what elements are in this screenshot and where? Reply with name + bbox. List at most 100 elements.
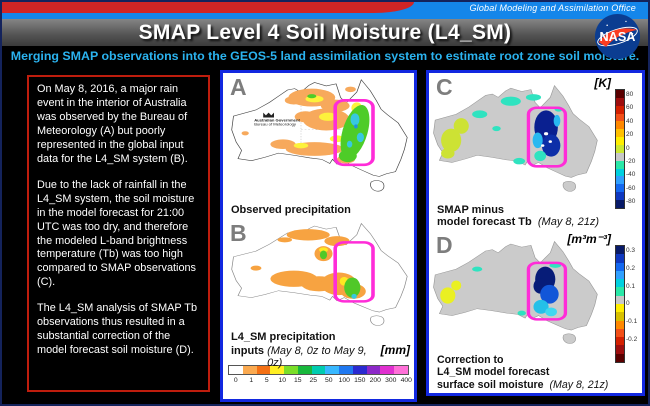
- colorbar-tick-label: -80: [626, 198, 636, 205]
- bom-logo-line2: Bureau of Meteorology: [254, 123, 296, 126]
- note-paragraph-1: On May 8, 2016, a major rain event in th…: [37, 83, 188, 165]
- panel-d-caption-line3: surface soil moisture: [437, 378, 544, 391]
- colorbar-segment: [242, 366, 257, 374]
- colorbar-segment: [616, 145, 624, 153]
- header-red-swoosh: [2, 2, 414, 13]
- colorbar-tick-label: -40: [626, 171, 636, 179]
- colorbar-kelvin-ticks: 80 60 40 20 0 -20 -40 -60 -80: [626, 91, 641, 205]
- precip-blob-blue: [354, 124, 358, 129]
- colorbar-tick-label: 0.3: [626, 247, 636, 254]
- colorbar-tick-label: 0: [626, 300, 630, 308]
- colorbar-segment: [616, 168, 624, 177]
- colorbar-segment: [616, 328, 624, 338]
- colorbar-tick-label: 5: [264, 377, 269, 384]
- panel-b-label: B: [230, 220, 247, 246]
- colorbar-soilmoisture-ticks: 0.3 0.2 0.1 0 -0.1 -0.2: [626, 247, 641, 343]
- colorbar-tick-label: 10: [278, 377, 287, 384]
- panel-d-caption-line2: L4_SM model forecast: [437, 366, 550, 378]
- panel-a-map: Australian Government Bureau of Meteorol…: [231, 79, 408, 192]
- colorbar-segment: [311, 366, 326, 374]
- precip-blobs-cyan: [346, 113, 364, 148]
- panel-a: A: [223, 73, 414, 219]
- sm-blobs-yellow: [440, 280, 462, 304]
- tb-blobs-cyan: [472, 94, 563, 165]
- colorbar-tick-label: 80: [626, 91, 634, 98]
- colorbar-segment: [616, 184, 624, 193]
- panel-a-caption: Observed precipitation: [231, 204, 351, 216]
- colorbar-tick-label: 200: [369, 377, 381, 384]
- note-paragraph-3: The L4_SM analysis of SMAP Tb observatio…: [37, 302, 198, 357]
- title-band: SMAP Level 4 Soil Moisture (L4_SM): [2, 19, 648, 47]
- colorbar-segment: [616, 176, 624, 185]
- colorbar-segment: [616, 279, 624, 288]
- highlight-box: [526, 106, 568, 168]
- colorbar-segment: [616, 246, 624, 255]
- colorbar-segment: [339, 366, 353, 374]
- colorbar-segment: [616, 337, 624, 346]
- colorbar-tick-label: -20: [626, 157, 636, 165]
- panel-b-unit: [mm]: [380, 343, 410, 357]
- colorbar-tick-label: 0: [626, 144, 630, 152]
- colorbar-segment: [616, 295, 624, 304]
- panel-c-caption-line1: SMAP minus: [437, 204, 505, 216]
- panel-box-cd: C [K]: [426, 70, 645, 396]
- panel-d-caption-date: (May 8, 21z): [549, 378, 609, 391]
- note-paragraph-2: Due to the lack of rainfall in the L4_SM…: [37, 178, 197, 289]
- panel-d-label: D: [436, 232, 453, 258]
- colorbar-segment: [616, 152, 624, 161]
- colorbar-mm-ticks: 0 1 5 10 15 25 50 100 150 200 300 400: [228, 377, 414, 384]
- colorbar-tick-label: 100: [338, 377, 350, 384]
- precip-blob-cyan: [351, 293, 357, 299]
- colorbar-segment: [297, 366, 312, 374]
- colorbar-segment: [616, 113, 624, 122]
- colorbar-tick-label: -60: [626, 184, 636, 192]
- colorbar-segment: [616, 160, 624, 169]
- tb-holes: [541, 132, 552, 147]
- panel-b-caption-line1: L4_SM precipitation: [231, 331, 336, 343]
- colorbar-tick-label: 300: [385, 377, 397, 384]
- panel-b-caption: L4_SM precipitation inputs (May 8, 0z to…: [231, 331, 410, 369]
- highlight-box: [526, 261, 568, 321]
- bom-logo-line1: Australian Government: [254, 119, 301, 122]
- panel-c-caption-line2: model forecast Tb: [437, 216, 532, 228]
- colorbar-segment: [616, 200, 624, 208]
- colorbar-segment: [616, 121, 624, 130]
- colorbar-soilmoisture: [615, 245, 625, 363]
- colorbar-segment: [325, 366, 340, 374]
- colorbar-segment: [616, 270, 624, 280]
- colorbar-tick-label: 0.1: [626, 282, 636, 290]
- colorbar-segment: [616, 105, 624, 114]
- colorbar-segment: [616, 262, 624, 271]
- sm-blobs-blue: [533, 266, 559, 317]
- colorbar-segment: [616, 303, 624, 313]
- colorbar-segment: [616, 287, 624, 296]
- colorbar-tick-label: 50: [324, 377, 333, 384]
- colorbar-segment: [616, 320, 624, 329]
- panel-c-map: [433, 85, 598, 192]
- panel-c-caption: SMAP minus model forecast Tb (May 8, 21z…: [437, 204, 599, 228]
- nasa-wordmark: NASA: [600, 30, 636, 44]
- colorbar-segment: [616, 90, 624, 98]
- colorbar-tick-label: 60: [626, 104, 634, 112]
- colorbar-segment: [284, 366, 298, 374]
- colorbar-segment: [616, 312, 624, 321]
- highlight-box: [333, 241, 375, 303]
- panel-c-unit: [K]: [594, 76, 611, 90]
- note-box: On May 8, 2016, a major rain event in th…: [27, 75, 210, 392]
- panel-b-caption-date: (May 8, 0z to May 9, 0z): [267, 345, 367, 369]
- colorbar-tick-label: 150: [354, 377, 366, 384]
- tb-blobs-yellowgreen: [441, 118, 469, 159]
- panel-c: C [K]: [429, 73, 642, 231]
- colorbar-segment: [352, 366, 367, 374]
- colorbar-tick-label: 15: [293, 377, 302, 384]
- colorbar-tick-label: -0.1: [626, 318, 638, 326]
- nasa-logo-icon: NASA: [594, 13, 641, 60]
- panel-b: B L4: [223, 219, 414, 399]
- colorbar-segment: [229, 366, 243, 374]
- panel-b-map: [231, 223, 408, 326]
- panel-a-label: A: [230, 74, 247, 100]
- office-label: Global Modeling and Assimilation Office: [469, 3, 636, 13]
- panel-d-map: [433, 241, 598, 344]
- panel-d-caption: Correction to L4_SM model forecast surfa…: [437, 354, 608, 392]
- colorbar-segment: [616, 345, 624, 354]
